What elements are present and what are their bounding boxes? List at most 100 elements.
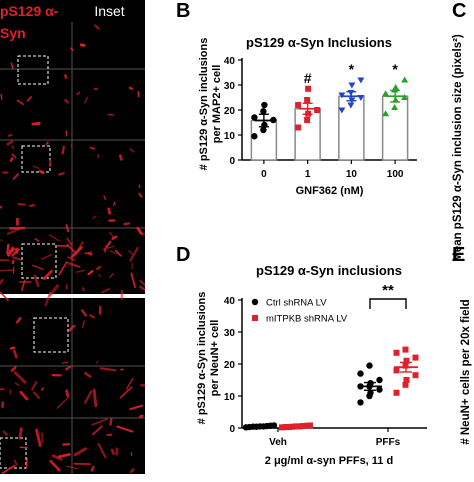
stain-fiber [117, 427, 132, 432]
stain-fiber [0, 389, 4, 390]
stain-fiber [20, 429, 22, 438]
chart-d-point [357, 399, 363, 405]
stain-fiber [140, 416, 142, 417]
chart-d-y-tick-label: 0 [229, 424, 235, 435]
stain-fiber [106, 242, 110, 248]
chart-b-x-label: GNF362 (nM) [296, 185, 364, 197]
chart-d-title: pS129 α-Syn inclusions [256, 263, 402, 278]
micrograph-group-separator [0, 294, 145, 298]
chart-d-legend-label: Ctrl shRNA LV [266, 298, 327, 309]
stain-fiber [131, 274, 135, 288]
stain-fiber [130, 406, 142, 409]
stain-fiber [11, 63, 12, 68]
stain-fiber [91, 148, 95, 149]
stain-fiber [14, 174, 18, 179]
stain-fiber [109, 209, 110, 213]
stain-fiber [98, 267, 100, 269]
stain-fiber [41, 255, 51, 259]
chart-b-point [382, 90, 389, 96]
stain-fiber [40, 171, 43, 173]
stain-fiber [102, 289, 110, 293]
stain-fiber [3, 466, 15, 474]
stain-fiber [75, 449, 85, 455]
stain-fiber [42, 388, 43, 390]
stain-fiber [65, 75, 66, 77]
chart-d-significance: ** [382, 282, 394, 299]
chart-b-point [314, 107, 320, 113]
stain-fiber [112, 450, 113, 454]
stain-fiber [89, 271, 93, 274]
stain-fiber [68, 263, 79, 266]
stain-fiber [139, 194, 141, 197]
stain-fiber [0, 207, 1, 210]
chart-b: pS129 α-Syn Inclusions0102030400#1*10*10… [145, 0, 445, 245]
stain-fiber [67, 225, 69, 231]
stain-fiber [21, 392, 27, 399]
chart-b-point [347, 90, 354, 96]
stain-fiber [131, 149, 134, 152]
stain-fiber [44, 271, 51, 278]
stain-fiber [113, 237, 116, 239]
stain-fiber [83, 321, 84, 327]
stain-fiber [7, 245, 8, 254]
stain-fiber [83, 288, 84, 290]
chart-b-point [304, 117, 310, 123]
stain-fiber [93, 419, 107, 425]
chart-d-point [376, 377, 382, 383]
chart-d-point [404, 377, 410, 383]
stain-fiber [19, 204, 25, 205]
stain-fiber [139, 185, 140, 187]
chart-b-point [295, 125, 301, 131]
stain-fiber [13, 258, 20, 260]
stain-fiber [9, 135, 12, 136]
stain-fiber [37, 430, 41, 446]
stain-fiber [101, 368, 115, 370]
chart-b-point [270, 117, 276, 123]
chart-b-point [392, 84, 399, 90]
chart-d-legend-marker [252, 315, 258, 321]
stain-fiber [15, 373, 25, 382]
stain-fiber [71, 48, 73, 50]
stain-fiber [27, 458, 28, 467]
chart-d-legend-label: mITPKB shRNA LV [266, 314, 348, 325]
stain-fiber [93, 427, 102, 435]
panel-c-ylabel: Mean pS129 α-Syn inclusion size (pixels²… [451, 28, 465, 268]
stain-fiber [12, 368, 15, 371]
stain-fiber [34, 393, 39, 398]
chart-b-y-tick-label: 30 [224, 81, 236, 92]
chart-d-legend-marker [252, 299, 258, 305]
stain-fiber [111, 419, 112, 424]
stain-fiber [85, 373, 90, 376]
chart-d-x-label: 2 μg/ml α-syn PFFs, 11 d [265, 455, 393, 467]
stain-fiber [63, 147, 64, 154]
stain-fiber [131, 469, 133, 471]
chart-d-point [394, 367, 400, 373]
chart-d-point [376, 386, 382, 392]
chart-b-point [348, 83, 355, 89]
chart-b-significance: # [304, 70, 312, 86]
stain-fiber [94, 390, 96, 406]
chart-b-title: pS129 α-Syn Inclusions [246, 35, 392, 50]
stain-fiber [66, 367, 70, 369]
chart-b-point [295, 102, 301, 108]
stain-fiber [16, 383, 19, 385]
chart-d-y-tick-label: 40 [224, 296, 236, 307]
stain-fiber [60, 455, 70, 457]
stain-fiber [32, 382, 36, 390]
chart-d-point [413, 355, 419, 361]
stain-fiber [59, 173, 64, 174]
chart-b-x-tick-label: 10 [346, 169, 358, 180]
stain-fiber [15, 460, 17, 465]
panel-e-ylabel: # NeuN+ cells per 20x field [460, 262, 472, 482]
stain-fiber [99, 275, 101, 277]
chart-b-point [251, 133, 257, 139]
chart-b-y-tick-label: 10 [224, 131, 236, 142]
stain-fiber [81, 45, 84, 46]
chart-d-y-tick-label: 20 [224, 360, 236, 371]
inset-marker-box [34, 318, 68, 352]
stain-fiber [93, 217, 96, 219]
chart-d-significance-bracket [370, 299, 406, 309]
stain-fiber [13, 261, 14, 263]
